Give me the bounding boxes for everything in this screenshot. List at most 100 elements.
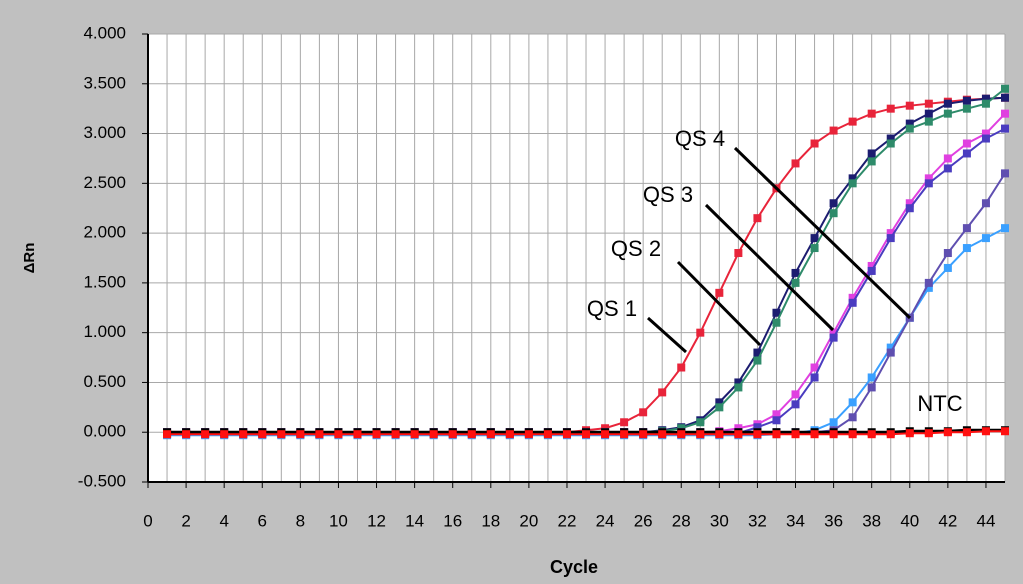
- data-point: [372, 430, 381, 439]
- data-point: [791, 430, 800, 439]
- data-point: [239, 430, 248, 439]
- data-point: [1001, 93, 1009, 102]
- x-tick-label: 26: [634, 511, 653, 530]
- data-point: [848, 179, 857, 188]
- data-point: [791, 278, 800, 287]
- annotation: NTC: [917, 391, 962, 416]
- x-tick-label: 28: [672, 511, 691, 530]
- data-point: [905, 429, 914, 438]
- x-tick-label: 8: [296, 511, 305, 530]
- data-point: [829, 333, 838, 342]
- data-point: [943, 263, 952, 272]
- data-point: [943, 99, 952, 108]
- data-point: [924, 278, 933, 287]
- data-point: [753, 348, 762, 357]
- x-tick-label: 32: [748, 511, 767, 530]
- data-point: [391, 430, 400, 439]
- data-point: [962, 96, 971, 105]
- y-tick-label: 3.500: [83, 73, 126, 92]
- data-point: [1001, 124, 1009, 133]
- data-point: [943, 428, 952, 437]
- x-tick-label: 12: [367, 511, 386, 530]
- x-tick-label: 10: [329, 511, 348, 530]
- data-point: [905, 204, 914, 213]
- data-point: [829, 209, 838, 218]
- data-point: [981, 99, 990, 108]
- data-point: [924, 99, 933, 108]
- data-point: [258, 430, 267, 439]
- data-point: [334, 430, 343, 439]
- y-tick-label: 4.000: [83, 23, 126, 42]
- data-point: [772, 416, 781, 425]
- data-point: [524, 430, 533, 439]
- y-tick-label: 1.500: [83, 272, 126, 291]
- data-point: [867, 383, 876, 392]
- data-point: [791, 400, 800, 409]
- data-point: [981, 129, 990, 138]
- y-tick-label: 0.500: [83, 372, 126, 391]
- data-point: [277, 430, 286, 439]
- data-point: [924, 109, 933, 118]
- data-point: [791, 390, 800, 399]
- data-point: [296, 430, 305, 439]
- y-axis-label: ΔRn: [21, 243, 38, 274]
- data-point: [924, 179, 933, 188]
- data-point: [696, 328, 705, 337]
- data-point: [829, 199, 838, 208]
- x-tick-label: 34: [786, 511, 805, 530]
- data-point: [505, 430, 514, 439]
- x-tick-label: 22: [558, 511, 577, 530]
- data-point: [582, 430, 591, 439]
- data-point: [1001, 169, 1009, 178]
- data-point: [848, 293, 857, 302]
- data-point: [1001, 84, 1009, 93]
- data-point: [962, 224, 971, 233]
- data-point: [924, 174, 933, 183]
- data-point: [1001, 427, 1009, 436]
- x-tick-label: 18: [481, 511, 500, 530]
- data-point: [924, 117, 933, 126]
- data-point: [981, 134, 990, 143]
- data-point: [981, 234, 990, 243]
- y-tick-label: 1.000: [83, 322, 126, 341]
- data-point: [715, 398, 724, 407]
- data-point: [772, 430, 781, 439]
- data-point: [867, 109, 876, 118]
- data-point: [848, 174, 857, 183]
- data-point: [791, 268, 800, 277]
- data-point: [429, 430, 438, 439]
- data-point: [543, 430, 552, 439]
- data-point: [943, 249, 952, 258]
- data-point: [829, 418, 838, 427]
- y-tick-label: 2.500: [83, 173, 126, 192]
- data-point: [848, 117, 857, 126]
- data-point: [867, 261, 876, 270]
- data-point: [562, 430, 571, 439]
- data-point: [943, 164, 952, 173]
- annotation-leader: [676, 260, 762, 347]
- data-point: [886, 343, 895, 352]
- data-point: [867, 149, 876, 158]
- data-point: [905, 101, 914, 110]
- data-point: [201, 430, 210, 439]
- x-tick-label: 16: [443, 511, 462, 530]
- x-tick-label: 42: [938, 511, 957, 530]
- data-point: [962, 244, 971, 253]
- data-point: [962, 139, 971, 148]
- y-tick-label: 3.000: [83, 123, 126, 142]
- data-point: [753, 356, 762, 365]
- data-point: [810, 373, 819, 382]
- data-point: [486, 430, 495, 439]
- annotation-leader: [704, 203, 835, 332]
- y-tick-label: 0.000: [83, 422, 126, 441]
- data-point: [981, 427, 990, 436]
- data-point: [772, 308, 781, 317]
- data-point: [962, 149, 971, 158]
- data-point: [810, 363, 819, 372]
- data-point: [182, 430, 191, 439]
- data-point: [734, 249, 743, 258]
- data-point: [886, 134, 895, 143]
- x-tick-label: 0: [143, 511, 152, 530]
- y-tick-label: 2.000: [83, 223, 126, 242]
